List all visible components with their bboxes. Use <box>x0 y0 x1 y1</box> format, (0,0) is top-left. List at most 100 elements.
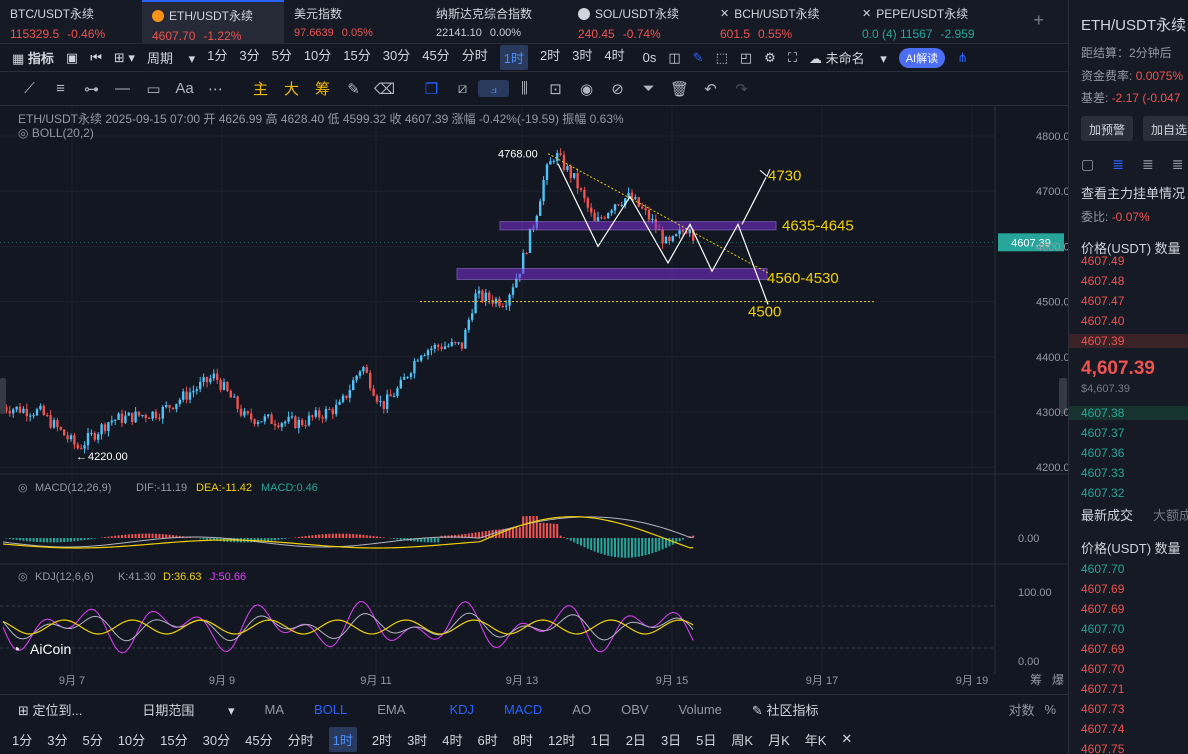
magnet-icon[interactable]: ⟓ <box>478 80 509 97</box>
big-tool[interactable]: 大 <box>283 81 299 98</box>
ema-button[interactable]: EMA <box>377 702 406 717</box>
interval-0[interactable]: 1分 <box>207 48 228 63</box>
cloud-save[interactable]: ☁ 未命名 ▾ <box>808 51 887 66</box>
add-tab-icon[interactable]: + <box>1033 10 1044 30</box>
interval-4[interactable]: 15分 <box>343 48 371 63</box>
tab-latest-trades[interactable]: 最新成交 <box>1081 508 1134 523</box>
add-favorite-button[interactable]: 加自选 <box>1143 116 1188 141</box>
kdj-button[interactable]: KDJ <box>449 702 474 717</box>
timeframe-7[interactable]: 分时 <box>287 732 314 748</box>
hlines-icon[interactable]: ≡ <box>56 80 65 97</box>
trash-icon[interactable]: 🗑 <box>669 80 690 98</box>
ticker-5[interactable]: ✕ BCH/USDT永续 601.5 0.55% <box>710 0 852 44</box>
tab-big-trades[interactable]: 大额成 <box>1153 508 1188 523</box>
interval-2[interactable]: 5分 <box>271 48 292 63</box>
obv-button[interactable]: OBV <box>621 702 649 717</box>
candle-icon[interactable]: ⫼ <box>521 80 528 97</box>
timeframe-17[interactable]: 3日 <box>660 732 682 748</box>
camera-icon[interactable]: ◫ <box>668 49 681 65</box>
bid-row[interactable]: 4607.37 <box>1081 426 1125 440</box>
ticker-3[interactable]: 纳斯达克综合指数 22141.10 0.00% <box>426 0 568 44</box>
ask-row[interactable]: 4607.47 <box>1081 294 1125 308</box>
eye-icon[interactable]: ◉ <box>579 80 594 98</box>
timeframe-11[interactable]: 4时 <box>442 732 463 748</box>
timeframe-12[interactable]: 6时 <box>477 732 498 748</box>
interval-6[interactable]: 45分 <box>422 48 450 63</box>
interval-9[interactable]: 2时 <box>539 48 561 63</box>
timeframe-16[interactable]: 2日 <box>625 732 646 748</box>
timeframe-4[interactable]: 15分 <box>160 732 188 748</box>
timeframe-19[interactable]: 周K <box>731 732 754 748</box>
timeframe-10[interactable]: 3时 <box>407 732 428 748</box>
fullscreen-icon[interactable]: ⛶ <box>787 49 797 65</box>
bid-row[interactable]: 4607.33 <box>1081 466 1125 480</box>
timeframe-5[interactable]: 30分 <box>202 732 231 748</box>
timeframe-6[interactable]: 45分 <box>245 732 273 748</box>
timeframe-20[interactable]: 月K <box>768 732 790 748</box>
bid-row[interactable]: 4607.32 <box>1081 486 1125 500</box>
interval-8[interactable]: 1时 <box>499 45 528 70</box>
edit-icon[interactable]: ✎ <box>347 80 360 98</box>
ma-button[interactable]: MA <box>264 702 285 717</box>
layers-icon[interactable]: ◰ <box>739 49 753 65</box>
timeframe-15[interactable]: 1日 <box>590 732 611 748</box>
timeframe-2[interactable]: 5分 <box>82 732 103 748</box>
timeframe-8[interactable]: 1时 <box>328 726 357 752</box>
undo-icon[interactable]: ↶ <box>704 80 717 98</box>
timeframe-14[interactable]: 12时 <box>548 732 576 748</box>
eraser-icon[interactable]: ⌫ <box>373 80 396 98</box>
price-chart[interactable]: 4768.00 ← 4220.00 4730 4635-4645 4560-4530 45… <box>0 106 1068 694</box>
ruler-icon[interactable]: ⧄ <box>457 80 468 97</box>
more-icon[interactable]: ⋯ <box>208 80 223 98</box>
boll-button[interactable]: BOLL <box>314 702 348 717</box>
ask-row[interactable]: 4607.40 <box>1081 314 1125 328</box>
ai-button[interactable]: AI解读 <box>898 47 946 68</box>
rect-icon[interactable]: ▭ <box>146 80 161 98</box>
chip-tool[interactable]: 筹 <box>314 81 330 98</box>
timeframe-0[interactable]: 1分 <box>12 732 33 748</box>
indicator-button[interactable]: ▦ 指标 <box>12 51 54 66</box>
gear-icon[interactable]: ⚙ <box>764 49 776 65</box>
brush-icon[interactable]: ⊘ <box>611 80 624 98</box>
community-button[interactable]: ✎ 社区指标 <box>751 703 819 718</box>
pen-icon[interactable]: ✎ <box>692 49 704 65</box>
macd-button[interactable]: MACD <box>504 702 543 717</box>
interval-3[interactable]: 10分 <box>303 48 332 63</box>
ticker-6[interactable]: ✕ PEPE/USDT永续 0.0 (4) 11567 -2.959 <box>852 0 994 44</box>
copy-icon[interactable]: ❐ <box>424 80 439 98</box>
timeframe-9[interactable]: 2时 <box>371 732 393 748</box>
layout-icon[interactable]: ⊞ ▾ <box>113 49 135 65</box>
redo-icon[interactable]: ↷ <box>735 80 748 98</box>
timeframe-3[interactable]: 10分 <box>117 732 146 748</box>
calendar-icon[interactable]: ▣ <box>65 49 79 65</box>
period-dropdown[interactable]: 周期 ▾ <box>146 51 196 66</box>
bid-row[interactable]: 4607.36 <box>1081 446 1125 460</box>
rewind-icon[interactable]: ⏮ <box>90 49 102 65</box>
ticker-2[interactable]: 美元指数 97.6639 0.05% <box>284 0 426 44</box>
interval-7[interactable]: 分时 <box>461 48 488 63</box>
interval-11[interactable]: 4时 <box>604 48 625 63</box>
timeframe-13[interactable]: 8时 <box>512 732 533 748</box>
depth-view-icons[interactable]: ▢≣≣≣ <box>1081 156 1183 172</box>
timeframe-1[interactable]: 3分 <box>47 732 68 748</box>
ask-row[interactable]: 4607.49 <box>1081 254 1125 268</box>
hline-icon[interactable]: ⊶ <box>84 80 99 98</box>
filter-icon[interactable]: ⏷ <box>642 80 655 97</box>
locate-button[interactable]: ⊞ 定位到... <box>18 703 83 718</box>
pct-button[interactable]: % <box>1044 702 1057 717</box>
ask-row[interactable]: 4607.48 <box>1081 274 1125 288</box>
lock-icon[interactable]: ⊡ <box>549 80 562 98</box>
text-icon[interactable]: Aa <box>175 80 194 97</box>
ask-row[interactable]: 4607.39 <box>1069 334 1188 348</box>
interval-5[interactable]: 30分 <box>382 48 411 63</box>
volume-button[interactable]: Volume <box>678 702 722 717</box>
ticker-0[interactable]: BTC/USDT永续 115329.5 -0.46% <box>0 0 142 44</box>
ticker-4[interactable]: SOL/USDT永续 240.45 -0.74% <box>568 0 710 44</box>
ticker-1[interactable]: ETH/USDT永续 4607.70 -1.22% <box>142 0 284 44</box>
interval-10[interactable]: 3时 <box>572 48 593 63</box>
share-icon[interactable]: ⋔ <box>957 49 969 65</box>
log-button[interactable]: 对数 <box>1008 703 1035 718</box>
ray-icon[interactable]: — <box>115 80 130 97</box>
ao-button[interactable]: AO <box>572 702 592 717</box>
bid-row[interactable]: 4607.38 <box>1069 406 1188 420</box>
